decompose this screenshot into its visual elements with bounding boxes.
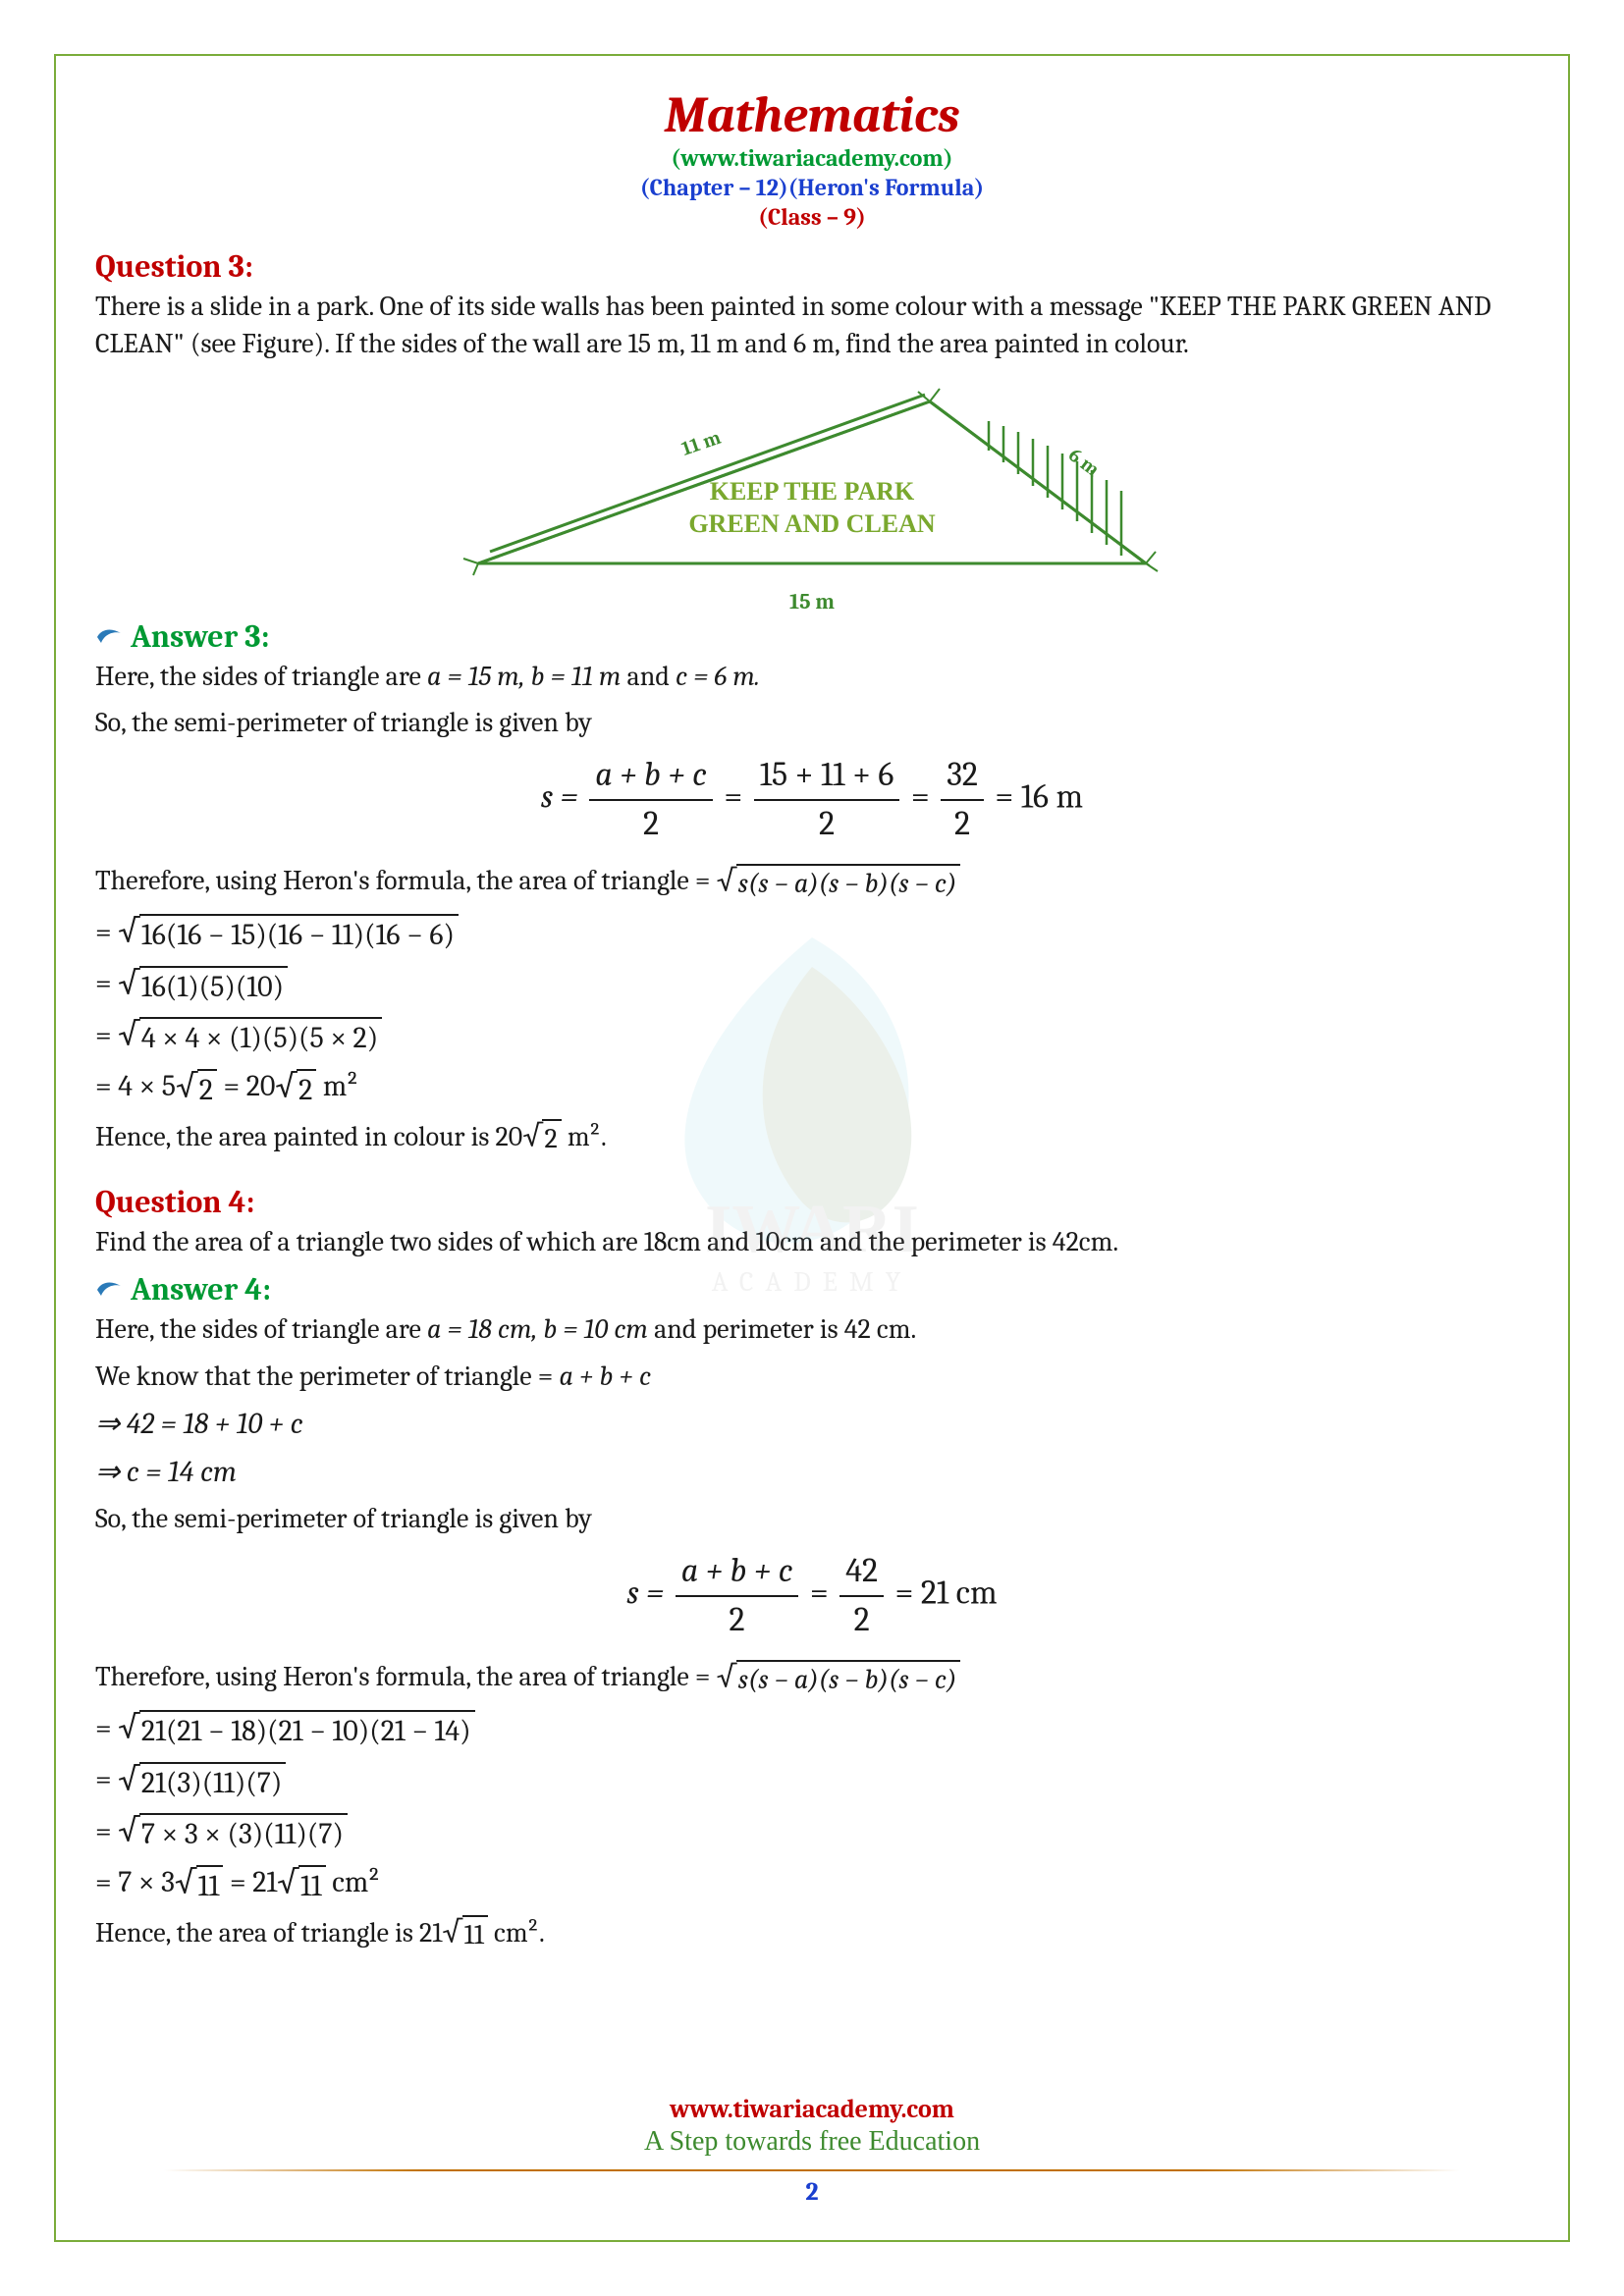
a4-s-num2: 42 [839,1548,884,1597]
fig-side-b: 6 m [1064,443,1104,480]
a4-stepD-unit: cm² [326,1865,381,1899]
a4-conc-post: cm². [488,1917,545,1949]
footer-tagline: A Step towards free Education [56,2126,1568,2158]
a3-s-num3: 32 [941,752,984,801]
a3-conc-sqrt: 2 [542,1119,561,1158]
a3-step3-body: 4 × 4 × (1)(5)(5 × 2) [139,1017,382,1057]
fig-base-label: 15 m [95,589,1529,614]
a3-step4-post: = 20 [217,1069,276,1103]
a3-step4: = 4 × 5√2 = 20√2 m² [95,1067,1529,1109]
a3-s-den1: 2 [589,801,713,848]
a4-s-num1: a + b + c [676,1548,799,1597]
a4-stepD: = 7 × 3√11 = 21√11 cm² [95,1863,1529,1905]
a4-s-result: = 21 cm [895,1574,998,1613]
a4-line1: Here, the sides of triangle are a = 18 c… [95,1311,1529,1349]
a3-step4-pre: = 4 × 5 [95,1069,176,1103]
a4-stepB-body: 21(3)(11)(7) [139,1762,286,1802]
a4-line1-post: and perimeter is 42 cm. [648,1313,916,1345]
fig-side-a: 11 m [678,425,724,459]
a3-line1-a: a = 15 m, b = 11 m [427,661,621,692]
page-border: IWARI ACADEMY Mathematics (www.tiwariaca… [54,54,1570,2242]
title-main: Mathematics [95,85,1529,144]
a3-step1: = √16(16 − 15)(16 − 11)(16 − 6) [95,913,1529,955]
a3-line1: Here, the sides of triangle are a = 15 m… [95,659,1529,696]
a3-line3: Therefore, using Heron's formula, the ar… [95,863,1529,902]
a3-step2: = √16(1)(5)(10) [95,964,1529,1006]
a4-line3: So, the semi-perimeter of triangle is gi… [95,1501,1529,1538]
question-3-heading: Question 3: [95,248,1529,285]
a4-stepD-pre: = 7 × 3 [95,1865,175,1899]
a3-s-den3: 2 [941,801,984,848]
question-4-text: Find the area of a triangle two sides of… [95,1224,1529,1261]
a3-heron-sqrt: s(s − a)(s − b)(s − c) [736,864,961,903]
a3-step4-unit: m² [316,1069,358,1103]
answer-4-heading: Answer 4: [95,1271,1529,1308]
a3-line1-pre: Here, the sides of triangle are [95,661,427,692]
answer-3-heading: Answer 3: [95,618,1529,655]
a4-stepD-sqrt: 11 [196,1865,224,1905]
a3-s-num2: 15 + 11 + 6 [754,752,900,801]
a4-stepC: = √7 × 3 × (3)(11)(7) [95,1812,1529,1854]
a3-conc-post: m². [562,1121,607,1152]
a4-line2-formula: a + b + c [559,1361,651,1392]
a4-stepA: = √21(21 − 18)(21 − 10)(21 − 14) [95,1709,1529,1751]
a3-line1-c: c = 6 m. [676,661,760,692]
triangle-figure: 11 m 6 m KEEP THE PARK GREEN AND CLEAN [439,377,1185,583]
a3-step3: = √4 × 4 × (1)(5)(5 × 2) [95,1016,1529,1058]
a3-s-prefix: s = [541,777,585,817]
a4-stepD-post: = 21 [223,1865,277,1899]
a3-conclusion: Hence, the area painted in colour is 20√… [95,1119,1529,1158]
a4-s-den1: 2 [676,1597,799,1644]
footer: www.tiwariacademy.com A Step towards fre… [56,2095,1568,2207]
a4-conclusion: Hence, the area of triangle is 21√11 cm²… [95,1915,1529,1954]
a4-line2: We know that the perimeter of triangle =… [95,1359,1529,1396]
a4-line4-pre: Therefore, using Heron's formula, the ar… [95,1661,717,1692]
a3-conc-pre: Hence, the area painted in colour is 20 [95,1121,522,1152]
website-subtitle: (www.tiwariacademy.com) [95,144,1529,172]
answer-4-label: Answer 4: [131,1271,271,1308]
class-subtitle: (Class – 9) [95,203,1529,231]
a3-line3-pre: Therefore, using Heron's formula, the ar… [95,865,717,896]
a3-s-result: = 16 m [995,777,1083,817]
a4-perim-step2: ⇒ c = 14 cm [95,1453,1529,1491]
document-header: Mathematics (www.tiwariacademy.com) (Cha… [95,85,1529,231]
a4-conc-pre: Hence, the area of triangle is 21 [95,1917,442,1949]
a4-perim-step1: ⇒ 42 = 18 + 10 + c [95,1405,1529,1443]
a3-step2-body: 16(1)(5)(10) [139,966,288,1006]
answer-3-label: Answer 3: [131,618,269,655]
question-4-heading: Question 4: [95,1184,1529,1220]
chapter-subtitle: (Chapter – 12)(Heron's Formula) [95,174,1529,201]
a3-line2: So, the semi-perimeter of triangle is gi… [95,705,1529,742]
a4-s-prefix: s = [626,1574,671,1613]
a4-stepC-body: 7 × 3 × (3)(11)(7) [139,1813,348,1853]
a4-stepA-body: 21(21 − 18)(21 − 10)(21 − 14) [139,1710,475,1750]
a4-line4: Therefore, using Heron's formula, the ar… [95,1659,1529,1698]
a4-line1-pre: Here, the sides of triangle are [95,1313,427,1345]
a3-s-num1: a + b + c [589,752,713,801]
a3-line1-mid: and [621,661,676,692]
a3-s-den2: 2 [754,801,900,848]
answer-icon [95,625,123,647]
page-number: 2 [56,2177,1568,2207]
a3-step4-sqrt: 2 [197,1069,217,1109]
fig-msg1: KEEP THE PARK [710,477,915,506]
a4-stepB: = √21(3)(11)(7) [95,1760,1529,1802]
a4-conc-sqrt: 11 [462,1915,488,1954]
a3-step1-body: 16(16 − 15)(16 − 11)(16 − 6) [139,914,459,954]
a4-line1-a: a = 18 cm, b = 10 cm [427,1313,648,1345]
fig-msg2: GREEN AND CLEAN [688,509,936,538]
answer-icon [95,1278,123,1300]
a4-semi-perimeter: s = a + b + c2 = 422 = 21 cm [95,1548,1529,1643]
footer-link: www.tiwariacademy.com [56,2095,1568,2124]
a4-stepD-sqrt2: 11 [298,1865,326,1905]
a3-step4-sqrt2: 2 [297,1069,316,1109]
question-3-text: There is a slide in a park. One of its s… [95,289,1529,363]
footer-rule [164,2169,1460,2171]
a3-semi-perimeter: s = a + b + c2 = 15 + 11 + 62 = 322 = 16… [95,752,1529,847]
a4-s-den2: 2 [839,1597,884,1644]
a4-line2-pre: We know that the perimeter of triangle = [95,1361,559,1392]
a4-heron-sqrt: s(s − a)(s − b)(s − c) [736,1660,961,1699]
